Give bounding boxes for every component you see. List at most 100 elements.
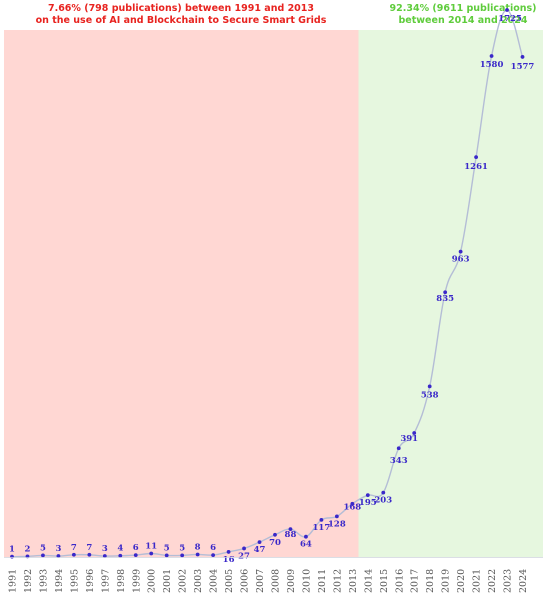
data-label-1998: 4: [117, 544, 123, 554]
data-label-2007: 47: [254, 545, 266, 555]
data-label-2002: 5: [179, 543, 185, 553]
data-point-1995: [71, 552, 76, 557]
data-label-2022: 1580: [480, 60, 504, 70]
data-label-2013: 168: [343, 503, 361, 513]
x-tick-label-2003: 2003: [193, 569, 204, 593]
x-tick-label-2002: 2002: [178, 569, 189, 593]
data-point-2001: [164, 553, 169, 558]
data-point-1993: [41, 553, 45, 558]
x-tick-label-2021: 2021: [472, 569, 483, 593]
data-point-2015: [381, 490, 386, 495]
x-tick-label-2024: 2024: [518, 569, 529, 593]
x-tick-label-2007: 2007: [255, 569, 266, 593]
data-label-2000: 11: [145, 542, 157, 552]
data-point-2005: [226, 550, 231, 554]
region-1991-2013: [4, 30, 359, 557]
x-tick-label-2017: 2017: [410, 569, 421, 593]
data-label-2016: 343: [390, 456, 408, 466]
data-label-2003: 8: [195, 542, 201, 552]
x-tick-label-2001: 2001: [162, 569, 173, 593]
x-tick-label-2022: 2022: [487, 569, 498, 593]
x-tick-label-2023: 2023: [503, 569, 514, 593]
data-point-2017: [412, 431, 417, 435]
data-point-1994: [56, 554, 61, 558]
data-label-1996: 7: [86, 543, 92, 553]
data-point-1999: [133, 553, 138, 557]
x-tick-label-1999: 1999: [131, 569, 142, 593]
data-point-2000: [149, 551, 154, 556]
x-tick-label-2014: 2014: [363, 569, 374, 593]
x-tick-label-2016: 2016: [394, 569, 405, 593]
x-tick-label-2009: 2009: [286, 569, 297, 593]
data-point-2006: [242, 546, 246, 551]
x-tick-label-1991: 1991: [8, 569, 19, 593]
x-tick-label-1992: 1992: [23, 569, 34, 593]
data-label-2005: 16: [223, 555, 235, 565]
data-label-2009: 88: [285, 530, 297, 540]
data-point-2016: [396, 446, 401, 451]
data-point-2013: [350, 501, 355, 506]
data-label-2012: 128: [328, 519, 346, 529]
x-tick-label-2005: 2005: [224, 569, 235, 593]
x-tick-label-2006: 2006: [240, 569, 251, 593]
data-label-2020: 963: [452, 255, 470, 265]
data-label-2024: 1577: [511, 62, 535, 72]
data-label-2014: 195: [359, 498, 377, 508]
data-label-1997: 3: [102, 544, 108, 554]
x-tick-label-2020: 2020: [456, 569, 467, 593]
data-point-2019: [443, 290, 448, 295]
data-label-1993: 5: [40, 543, 46, 553]
x-tick-label-2015: 2015: [379, 569, 390, 593]
region-2014-2024: [358, 30, 543, 557]
x-tick-label-1997: 1997: [100, 569, 111, 593]
region-annotation-line: on the use of AI and Blockchain to Secur…: [36, 15, 327, 26]
data-point-2008: [273, 532, 277, 537]
data-label-2004: 6: [210, 543, 216, 553]
data-point-2002: [180, 553, 185, 558]
data-label-2018: 538: [421, 390, 439, 400]
data-point-2012: [334, 514, 339, 519]
data-point-2018: [427, 384, 432, 389]
data-point-2011: [319, 517, 324, 522]
region-annotation-line: 92.34% (9611 publications): [390, 3, 537, 14]
data-label-2017: 391: [400, 434, 418, 444]
data-label-1991: 1: [9, 545, 15, 555]
data-point-2014: [365, 493, 370, 498]
data-point-1997: [102, 554, 107, 558]
data-point-2020: [458, 249, 463, 254]
data-label-1994: 3: [55, 544, 61, 554]
data-point-2023: [505, 8, 509, 12]
data-point-2009: [288, 527, 293, 531]
x-tick-label-1995: 1995: [69, 569, 80, 593]
data-point-2021: [474, 155, 478, 160]
x-tick-label-1996: 1996: [85, 569, 96, 593]
data-point-2003: [195, 552, 200, 557]
data-label-2008: 70: [269, 538, 281, 548]
data-point-2007: [257, 540, 262, 544]
data-point-2024: [520, 55, 525, 59]
data-label-2021: 1261: [464, 162, 488, 172]
data-label-2010: 64: [300, 540, 312, 550]
data-label-1995: 7: [71, 543, 77, 553]
region-annotation-line: between 2014 and 2024: [399, 15, 528, 26]
data-label-2006: 27: [238, 551, 250, 561]
data-point-2010: [304, 534, 308, 539]
data-label-2019: 835: [436, 294, 454, 304]
x-tick-label-1993: 1993: [38, 569, 49, 593]
data-point-2004: [211, 553, 216, 557]
x-tick-label-2011: 2011: [317, 569, 328, 593]
data-label-2011: 117: [313, 523, 331, 533]
x-tick-label-2012: 2012: [332, 569, 343, 593]
data-point-1998: [118, 553, 123, 558]
x-tick-label-2000: 2000: [147, 569, 158, 593]
x-tick-label-1998: 1998: [116, 569, 127, 593]
x-tick-label-2013: 2013: [348, 569, 359, 593]
data-point-1996: [87, 552, 92, 557]
data-point-2022: [489, 54, 494, 58]
x-tick-label-2010: 2010: [301, 569, 312, 593]
data-label-1992: 2: [25, 544, 31, 554]
x-tick-label-2018: 2018: [425, 569, 436, 593]
x-tick-label-2019: 2019: [441, 569, 452, 593]
data-label-1999: 6: [133, 543, 139, 553]
